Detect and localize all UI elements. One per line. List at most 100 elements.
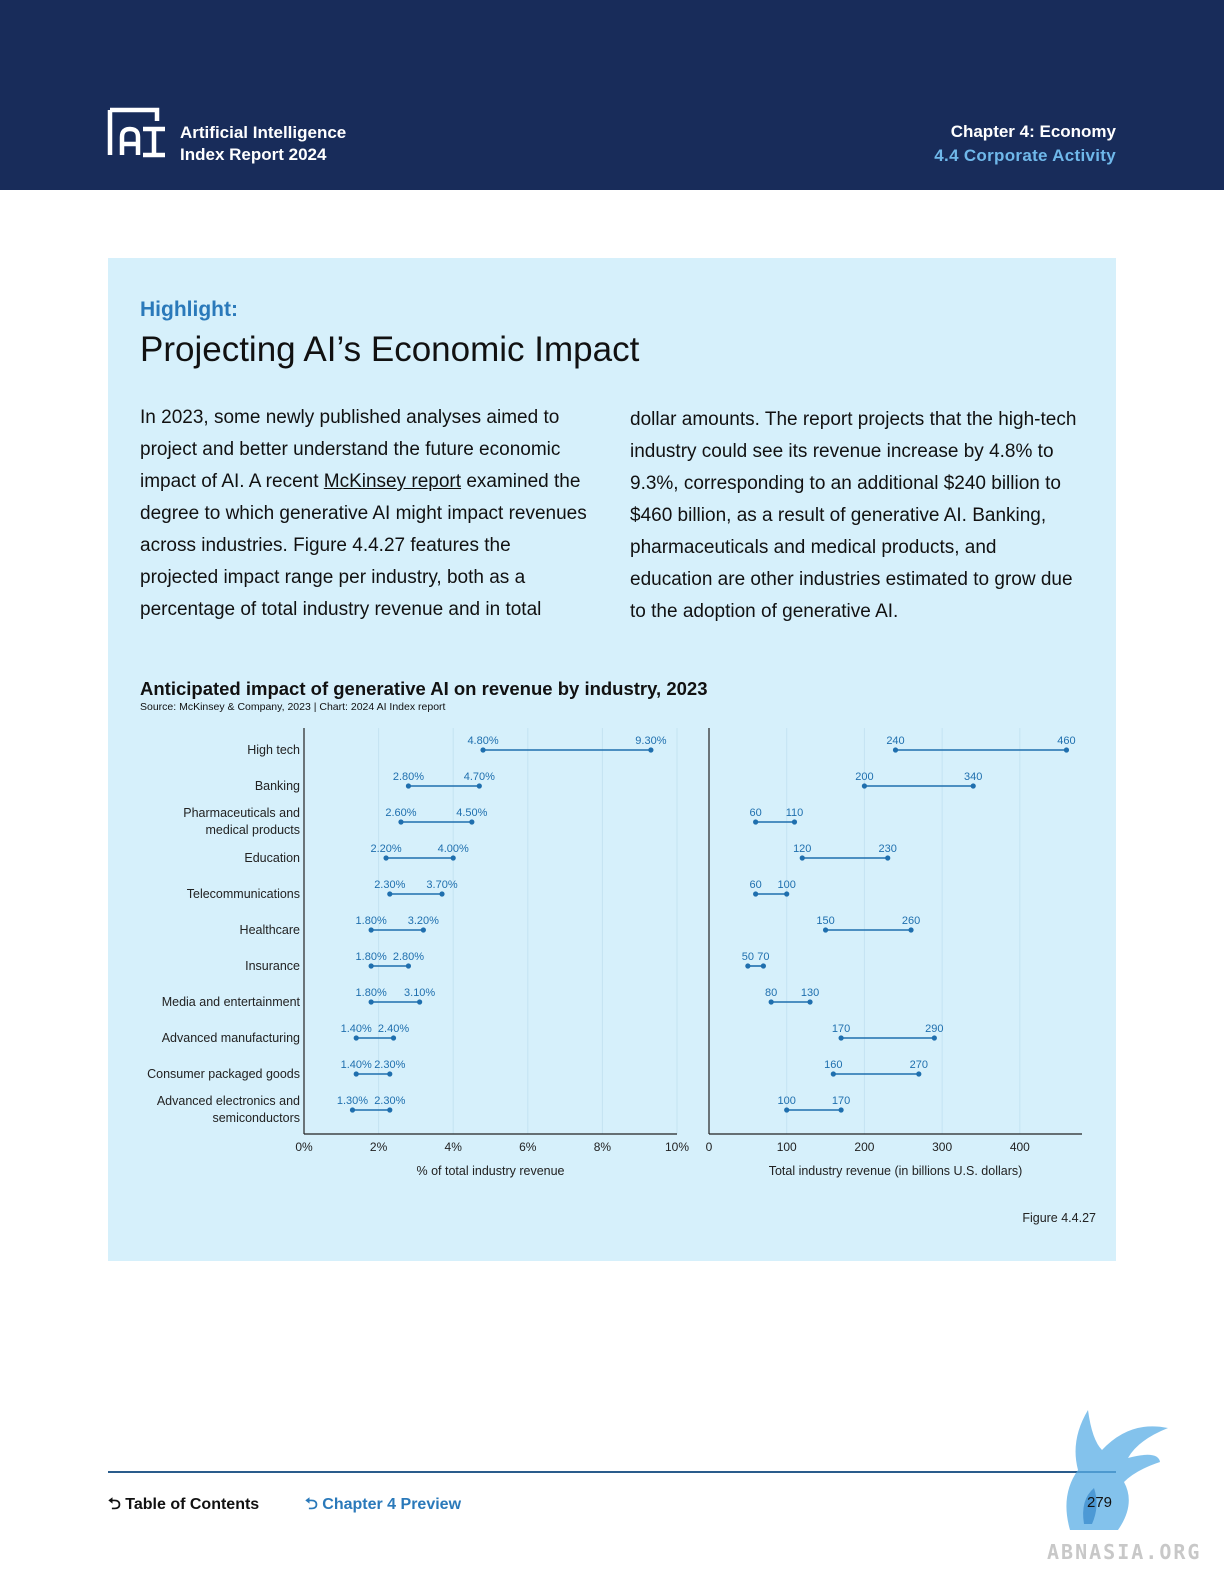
high-point [469,819,474,824]
high-point [916,1071,921,1076]
brand-line-1: Artificial Intelligence [180,122,346,144]
ai-index-logo-icon [107,107,167,159]
report-brand: Artificial Intelligence Index Report 202… [180,122,346,166]
low-point [893,747,898,752]
brand-line-2: Index Report 2024 [180,144,346,166]
x-tick-label: 10% [665,1140,689,1154]
low-data-label: 170 [832,1023,850,1035]
low-data-label: 1.40% [341,1023,372,1035]
low-data-label: 100 [778,1095,796,1107]
low-data-label: 1.80% [356,915,387,927]
high-point [439,891,444,896]
category-label: Healthcare [240,923,300,937]
high-point [932,1035,937,1040]
high-point [885,855,890,860]
low-point [369,927,374,932]
chapter-heading: Chapter 4: Economy 4.4 Corporate Activit… [934,120,1116,168]
x-tick-label: 400 [1010,1140,1030,1154]
page-number: 279 [1087,1494,1112,1511]
high-data-label: 230 [879,843,897,855]
return-arrow-icon: ⮌ [108,1496,121,1513]
x-axis-label: % of total industry revenue [417,1164,565,1178]
low-point [350,1107,355,1112]
high-point [451,855,456,860]
category-label: medical products [206,823,301,837]
low-point [745,963,750,968]
high-data-label: 130 [801,987,819,999]
low-point [480,747,485,752]
high-data-label: 4.50% [456,807,487,819]
return-arrow-icon: ⮌ [305,1496,318,1513]
high-data-label: 460 [1057,735,1075,747]
category-label: semiconductors [212,1111,300,1125]
high-point [387,1107,392,1112]
high-data-label: 4.70% [464,771,495,783]
figure-label: Figure 4.4.27 [1022,1211,1096,1225]
low-data-label: 2.60% [385,807,416,819]
low-point [823,927,828,932]
low-data-label: 200 [855,771,873,783]
high-point [648,747,653,752]
body-text-1b: examined the degree to which generative … [140,471,587,620]
x-tick-label: 4% [445,1140,463,1154]
low-point [383,855,388,860]
high-data-label: 3.20% [408,915,439,927]
category-label: High tech [247,743,300,757]
low-data-label: 4.80% [467,735,498,747]
low-point [800,855,805,860]
mckinsey-report-link[interactable]: McKinsey report [324,471,461,492]
category-label: Telecommunications [187,887,300,901]
low-data-label: 2.30% [374,879,405,891]
high-data-label: 270 [910,1059,928,1071]
low-data-label: 50 [742,951,754,963]
high-point [387,1071,392,1076]
highlight-label: Highlight: [140,298,238,322]
low-data-label: 80 [765,987,777,999]
x-tick-label: 8% [594,1140,612,1154]
low-data-label: 120 [793,843,811,855]
chapter-preview-link[interactable]: ⮌ Chapter 4 Preview [305,1493,461,1520]
high-point [839,1107,844,1112]
low-data-label: 1.80% [356,951,387,963]
low-point [354,1035,359,1040]
high-data-label: 170 [832,1095,850,1107]
high-data-label: 2.30% [374,1059,405,1071]
low-point [354,1071,359,1076]
x-axis-label: Total industry revenue (in billions U.S.… [769,1164,1023,1178]
x-tick-label: 2% [370,1140,388,1154]
low-point [369,963,374,968]
low-point [839,1035,844,1040]
high-point [417,999,422,1004]
high-data-label: 3.10% [404,987,435,999]
high-point [761,963,766,968]
high-data-label: 3.70% [426,879,457,891]
table-of-contents-label: Table of Contents [125,1496,259,1513]
high-data-label: 2.30% [374,1095,405,1107]
category-label: Banking [255,779,300,793]
griffin-watermark-icon [1040,1400,1180,1540]
low-data-label: 60 [750,807,762,819]
low-data-label: 1.80% [356,987,387,999]
x-tick-label: 6% [519,1140,537,1154]
high-point [908,927,913,932]
high-point [391,1035,396,1040]
low-data-label: 1.40% [341,1059,372,1071]
high-data-label: 2.40% [378,1023,409,1035]
watermark-text: ABNASIA.ORG [1047,1540,1201,1564]
low-point [769,999,774,1004]
category-label: Advanced electronics and [157,1094,300,1108]
low-point [784,1107,789,1112]
high-point [477,783,482,788]
x-tick-label: 100 [777,1140,797,1154]
chapter-preview-label: Chapter 4 Preview [322,1496,461,1513]
low-point [831,1071,836,1076]
low-data-label: 240 [886,735,904,747]
dumbbell-chart: High tech Banking Pharmaceuticals and medic… [108,718,1116,1198]
table-of-contents-link[interactable]: ⮌ Table of Contents [108,1493,259,1520]
chapter-title: Chapter 4: Economy [934,120,1116,144]
x-tick-label: 300 [932,1140,952,1154]
chart-source: Source: McKinsey & Company, 2023 | Chart… [140,701,445,713]
section-title: 4.4 Corporate Activity [934,144,1116,168]
category-label: Insurance [245,959,300,973]
low-point [753,891,758,896]
